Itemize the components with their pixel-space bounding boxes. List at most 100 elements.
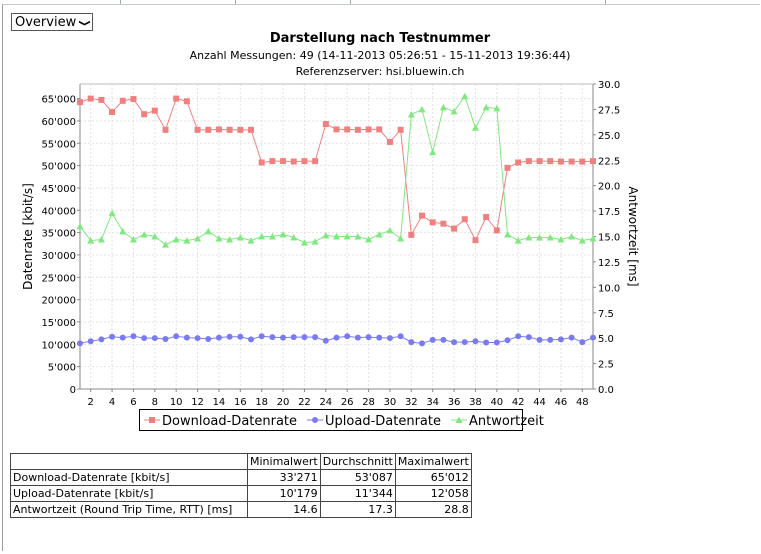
data-point [515,333,522,340]
data-point [97,236,105,243]
data-point [589,235,597,242]
data-point [408,231,415,238]
data-point [151,335,158,342]
data-point [119,334,126,341]
data-point [461,339,468,346]
y-tick-label: 0 [70,385,76,396]
data-point [215,334,222,341]
data-point [482,103,490,111]
data-point [248,126,254,133]
y2-tick-label: 0.0 [598,385,614,396]
y-tick-label: 40'000 [41,206,76,217]
data-point [140,230,148,238]
x-tick-label: 24 [319,397,332,408]
data-point [354,334,361,341]
data-point [312,158,319,165]
data-point [472,338,479,345]
data-point [87,95,94,102]
data-point [333,334,340,341]
data-point [547,336,554,343]
data-point [194,126,201,133]
data-point [151,107,158,114]
data-point [578,237,586,244]
y-tick-label: 30'000 [41,251,76,262]
data-point [226,126,233,133]
y2-tick-label: 2.5 [598,360,614,371]
data-point [590,158,596,165]
x-tick-label: 14 [213,397,226,408]
data-point [354,233,362,240]
x-tick-label: 34 [426,397,439,408]
data-point [418,105,426,113]
legend-label: Upload-Datenrate [325,414,441,429]
data-point [397,333,404,340]
x-tick-label: 4 [109,397,115,408]
data-point [376,126,383,133]
data-point [343,233,351,240]
view-select-value: Overview [15,15,77,30]
data-point [429,336,436,343]
data-point [258,159,265,166]
tab-divider [120,0,121,4]
data-point [344,333,351,340]
data-point [375,230,383,238]
table-row: Antwortzeit (Round Trip Time, RTT) [ms] … [10,501,472,518]
data-point [408,339,415,346]
data-point [87,338,94,345]
data-point [536,234,544,241]
data-point [536,336,543,343]
data-point [365,126,372,133]
tab-divider [350,0,351,4]
data-point [397,126,404,133]
data-point [172,236,180,243]
x-tick-label: 12 [191,397,204,408]
x-tick-label: 6 [130,397,136,408]
x-tick-label: 8 [152,397,158,408]
data-point [119,227,127,235]
y-tick-label: 60'000 [41,117,76,128]
y2-tick-label: 12.5 [598,258,620,269]
data-point [162,126,169,133]
data-point [450,107,458,115]
table-cell: 11'344 [319,485,396,502]
table-cell: 33'271 [247,469,321,486]
data-point [194,235,202,242]
data-point [376,334,383,341]
data-point [451,339,458,346]
data-point [504,230,511,238]
table-header: Durchschnitt [319,453,396,470]
data-point [269,158,276,165]
legend [139,409,523,431]
data-point [141,111,148,118]
data-point [162,335,169,342]
y2-tick-label: 20.0 [598,182,620,193]
data-point [579,339,586,346]
data-point [258,233,266,240]
data-point [183,98,190,105]
data-point [162,241,169,248]
x-tick-label: 36 [448,397,461,408]
data-point [419,340,425,347]
data-point [546,234,554,241]
data-point [280,334,287,341]
data-point [109,108,116,115]
view-select[interactable]: Overview ❯ [11,13,93,31]
data-point [237,333,244,340]
y2-axis-label: Antwortzeit [ms] [626,186,640,286]
legend-marker [149,417,155,423]
data-point [108,209,116,217]
data-point [237,126,244,133]
table-cell: 53'087 [319,469,396,486]
data-point [461,216,468,223]
x-tick-label: 46 [555,397,568,408]
chart-subtitle: Anzahl Messungen: 49 (14-11-2013 05:26:5… [189,49,571,62]
y2-tick-label: 22.5 [598,156,620,167]
legend-label: Antwortzeit [469,414,544,429]
table-cell: 14.6 [247,501,321,518]
x-tick-label: 26 [341,397,354,408]
data-point [290,234,298,241]
data-point [461,92,469,100]
data-point [248,336,254,343]
data-point [290,334,297,341]
data-point [322,121,329,128]
